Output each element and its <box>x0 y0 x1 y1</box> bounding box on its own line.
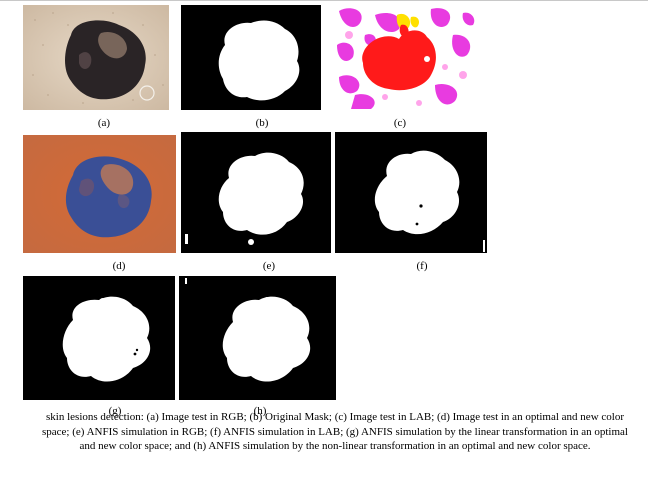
panel-a-label: (a) <box>97 117 111 129</box>
anfis-lab-mask-image <box>335 132 487 253</box>
top-border <box>0 0 648 1</box>
optimal-color-space-image <box>23 135 176 253</box>
panel-h-anfis-nonlinear <box>179 276 336 400</box>
anfis-rgb-mask-image <box>181 132 331 253</box>
anfis-linear-mask-image <box>23 276 175 400</box>
panel-b-label: (b) <box>255 117 269 129</box>
panel-d-label: (d) <box>112 260 126 272</box>
panel-g-label: (g) <box>108 405 122 417</box>
panel-c-label: (c) <box>393 117 407 129</box>
figure-caption: skin lesions detection: (a) Image test i… <box>41 411 628 452</box>
panel-e-label: (e) <box>262 260 276 272</box>
panel-e-anfis-rgb <box>181 132 331 253</box>
skin-lesion-rgb-image <box>23 5 169 110</box>
panel-b-original-mask <box>181 5 321 110</box>
panel-c-image-lab <box>335 5 481 110</box>
anfis-nonlinear-mask-image <box>179 276 336 400</box>
panel-h-label: (h) <box>253 405 267 417</box>
lab-color-image <box>335 5 481 110</box>
panel-a-image-rgb <box>23 5 169 110</box>
panel-d-image-optimal <box>23 135 176 253</box>
original-mask-image <box>181 5 321 110</box>
panel-g-anfis-linear <box>23 276 175 400</box>
panel-f-label: (f) <box>416 260 428 272</box>
panel-f-anfis-lab <box>335 132 487 253</box>
